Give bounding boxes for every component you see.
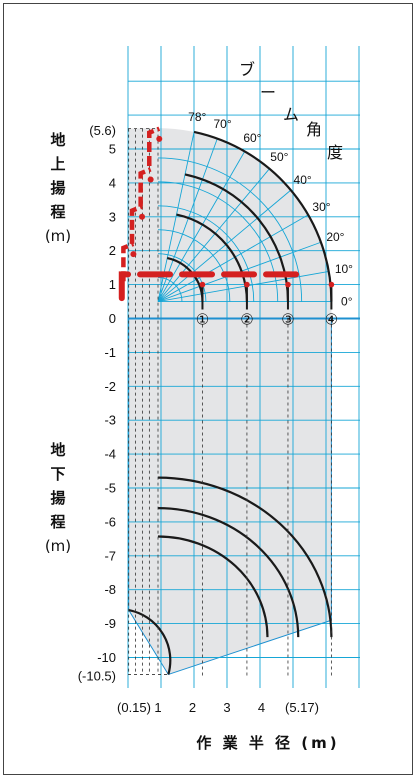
below-ground-char-1: 地 bbox=[50, 441, 66, 459]
y-tick: 0 bbox=[109, 311, 116, 326]
x-tick: (5.17) bbox=[285, 700, 319, 715]
angle-label: 20° bbox=[326, 230, 344, 244]
y-tick: -3 bbox=[104, 413, 116, 428]
boom-horizontal-red bbox=[118, 271, 306, 302]
y-tick: (5.6) bbox=[89, 123, 116, 138]
boom-tip bbox=[147, 176, 154, 183]
above-ground-char-4: 程 bbox=[50, 203, 66, 221]
boom-tip bbox=[156, 135, 163, 142]
y-tick: 3 bbox=[109, 209, 116, 224]
y-tick: 1 bbox=[109, 277, 116, 292]
y-tick: -10 bbox=[97, 650, 116, 665]
boom-red-vertical bbox=[129, 204, 143, 244]
boom-section-mark: ③ bbox=[281, 312, 294, 329]
angle-label: 10° bbox=[335, 262, 353, 276]
angle-label: 78° bbox=[188, 110, 206, 124]
angle-line bbox=[157, 189, 292, 302]
x-tick: 2 bbox=[189, 700, 196, 715]
boom-section-mark: ④ bbox=[325, 312, 338, 329]
angle-labels: 78° 70° 60° 50° 40°30° 20° 10° 0° bbox=[188, 110, 353, 309]
below-ground-char-3: 揚 bbox=[50, 489, 66, 507]
angle-label: 0° bbox=[341, 295, 353, 309]
y-tick: 5 bbox=[109, 142, 116, 157]
x-axis-title: 作 業 半 径 (m) bbox=[196, 734, 339, 752]
below-ground-char-4: 程 bbox=[50, 513, 66, 531]
boom-end bbox=[328, 281, 335, 288]
boom-section-mark: ① bbox=[196, 312, 209, 329]
x-tick-labels: (0.15) 1 2 3 4 (5.17) bbox=[117, 700, 319, 715]
boom-angle-char: ム bbox=[283, 105, 299, 124]
boom-end bbox=[244, 281, 250, 288]
grid bbox=[127, 46, 360, 688]
above-ground-char-1: 地 bbox=[50, 131, 66, 149]
boom-tip bbox=[130, 251, 137, 258]
y-tick-labels: (5.6) 5 4 3 2 1 0 -1 -2 -3 -4 -5 -6 -7 -8 -9 -10 (-10.5) bbox=[78, 123, 116, 684]
polar-arc bbox=[157, 277, 183, 302]
boom-arc-lower-inner bbox=[128, 608, 172, 675]
below-ground-char-2: 下 bbox=[50, 465, 66, 483]
x-tick: (0.15) bbox=[117, 700, 151, 715]
boom-arc-upper bbox=[184, 173, 290, 302]
polar-arc bbox=[157, 229, 231, 302]
y-tick: 4 bbox=[109, 175, 116, 190]
boom-angle-char: 度 bbox=[327, 143, 343, 162]
boom-arc-lower bbox=[157, 507, 300, 638]
boom-positions bbox=[118, 126, 306, 302]
polar-arc bbox=[157, 253, 207, 302]
polar-arc bbox=[157, 205, 255, 302]
y-tick: (-10.5) bbox=[78, 669, 116, 684]
y-tick: -6 bbox=[104, 514, 116, 529]
y-tick: -4 bbox=[104, 447, 116, 462]
angle-line bbox=[157, 214, 309, 302]
polar-arc bbox=[157, 157, 303, 302]
above-ground-unit: (m) bbox=[44, 227, 72, 245]
angle-label: 40° bbox=[294, 173, 312, 187]
above-ground-label: 地 上 揚 程 (m) bbox=[43, 128, 73, 248]
boom-end bbox=[199, 281, 206, 288]
y-tick: -8 bbox=[104, 582, 116, 597]
y-tick: -1 bbox=[104, 345, 116, 360]
below-ground-unit: (m) bbox=[44, 537, 72, 555]
boom-red-vertical bbox=[121, 241, 135, 282]
y-tick: 2 bbox=[109, 243, 116, 258]
boom-angle-char: 角 bbox=[306, 120, 322, 139]
angle-label: 30° bbox=[312, 200, 330, 214]
boom-tip bbox=[139, 213, 146, 220]
y-tick: -7 bbox=[104, 548, 116, 563]
x-tick: 4 bbox=[258, 700, 265, 715]
lower-working-range bbox=[128, 318, 332, 676]
y-tick: -5 bbox=[104, 481, 116, 496]
angle-line bbox=[157, 270, 329, 302]
boom-red-vertical bbox=[147, 126, 161, 166]
below-ground-label: 地 下 揚 程 (m) bbox=[43, 438, 73, 558]
boom-red-vertical bbox=[138, 167, 152, 207]
boom-end bbox=[285, 281, 291, 288]
boom-arc-lower bbox=[157, 476, 333, 638]
boom-arcs bbox=[128, 130, 333, 675]
angle-label: 70° bbox=[213, 117, 231, 131]
boom-arc-lower bbox=[157, 535, 269, 638]
boom-angle-char: ブ bbox=[239, 60, 255, 79]
angle-label: 60° bbox=[243, 131, 261, 145]
angle-line bbox=[157, 151, 246, 302]
boom-section-mark: ② bbox=[240, 312, 253, 329]
boom-angle-char: ー bbox=[260, 83, 276, 102]
angle-line bbox=[157, 168, 270, 302]
boom-section-marks: ① ② ③ ④ bbox=[196, 281, 338, 329]
above-ground-char-3: 揚 bbox=[50, 179, 66, 197]
above-ground-char-2: 上 bbox=[50, 155, 66, 173]
y-tick: -9 bbox=[104, 616, 116, 631]
upper-working-range bbox=[128, 128, 332, 319]
boom-arc-upper bbox=[193, 130, 333, 302]
x-tick: 3 bbox=[223, 700, 230, 715]
y-tick: -2 bbox=[104, 379, 116, 394]
angle-label: 50° bbox=[270, 150, 288, 164]
x-tick: 1 bbox=[154, 700, 161, 715]
